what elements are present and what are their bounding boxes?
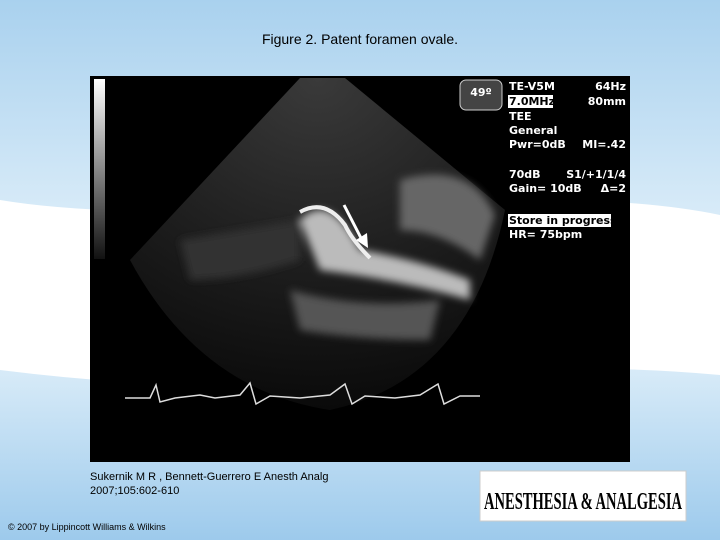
overlay-text: 64Hz — [595, 80, 626, 93]
arrowhead — [356, 233, 368, 248]
overlay-text: 70dB — [509, 168, 541, 181]
arrow — [342, 204, 364, 241]
journal-logo: ANESTHESIA & ANALGESIA — [484, 489, 682, 515]
probe-icon — [459, 79, 503, 111]
overlay-text: TE-V5M — [509, 80, 555, 93]
highlight — [508, 95, 553, 108]
copyright: © 2007 by Lippincott Williams & Wilkins — [8, 522, 166, 532]
overlay-text: Gain= 10dB — [509, 182, 582, 195]
title: Figure 2. Patent foramen ovale. — [262, 31, 458, 47]
overlay-text: Pwr=0dB — [509, 138, 566, 151]
overlay-right: 64Hz 80mm MI=.42 S1/+1/1/4Δ=2 — [566, 80, 626, 195]
citation: 2007;105:602-610 — [90, 485, 179, 497]
overlay-text: Store in progress — [509, 214, 617, 227]
probe-angle: 49º — [470, 86, 492, 99]
overlay-text: Δ=2 — [601, 182, 626, 195]
overlay-text: MI=.42 — [582, 138, 626, 151]
logo-box — [479, 470, 687, 522]
gray-scale — [94, 79, 105, 259]
overlay-text: 7.0MHz — [509, 95, 555, 108]
overlay-text: General — [509, 124, 557, 137]
highlight — [508, 214, 611, 227]
tissue — [180, 174, 495, 340]
septum — [299, 205, 372, 260]
overlay-text: TEE — [509, 110, 532, 123]
citation: Sukernik M R , Bennett-Guerrero E Anesth… — [90, 471, 328, 483]
overlay-text: 80mm — [588, 95, 626, 108]
overlay-text: S1/+1/1/4 — [566, 168, 626, 181]
overlay-text: HR= 75bpm — [509, 228, 582, 241]
ecg-trace — [125, 381, 480, 406]
